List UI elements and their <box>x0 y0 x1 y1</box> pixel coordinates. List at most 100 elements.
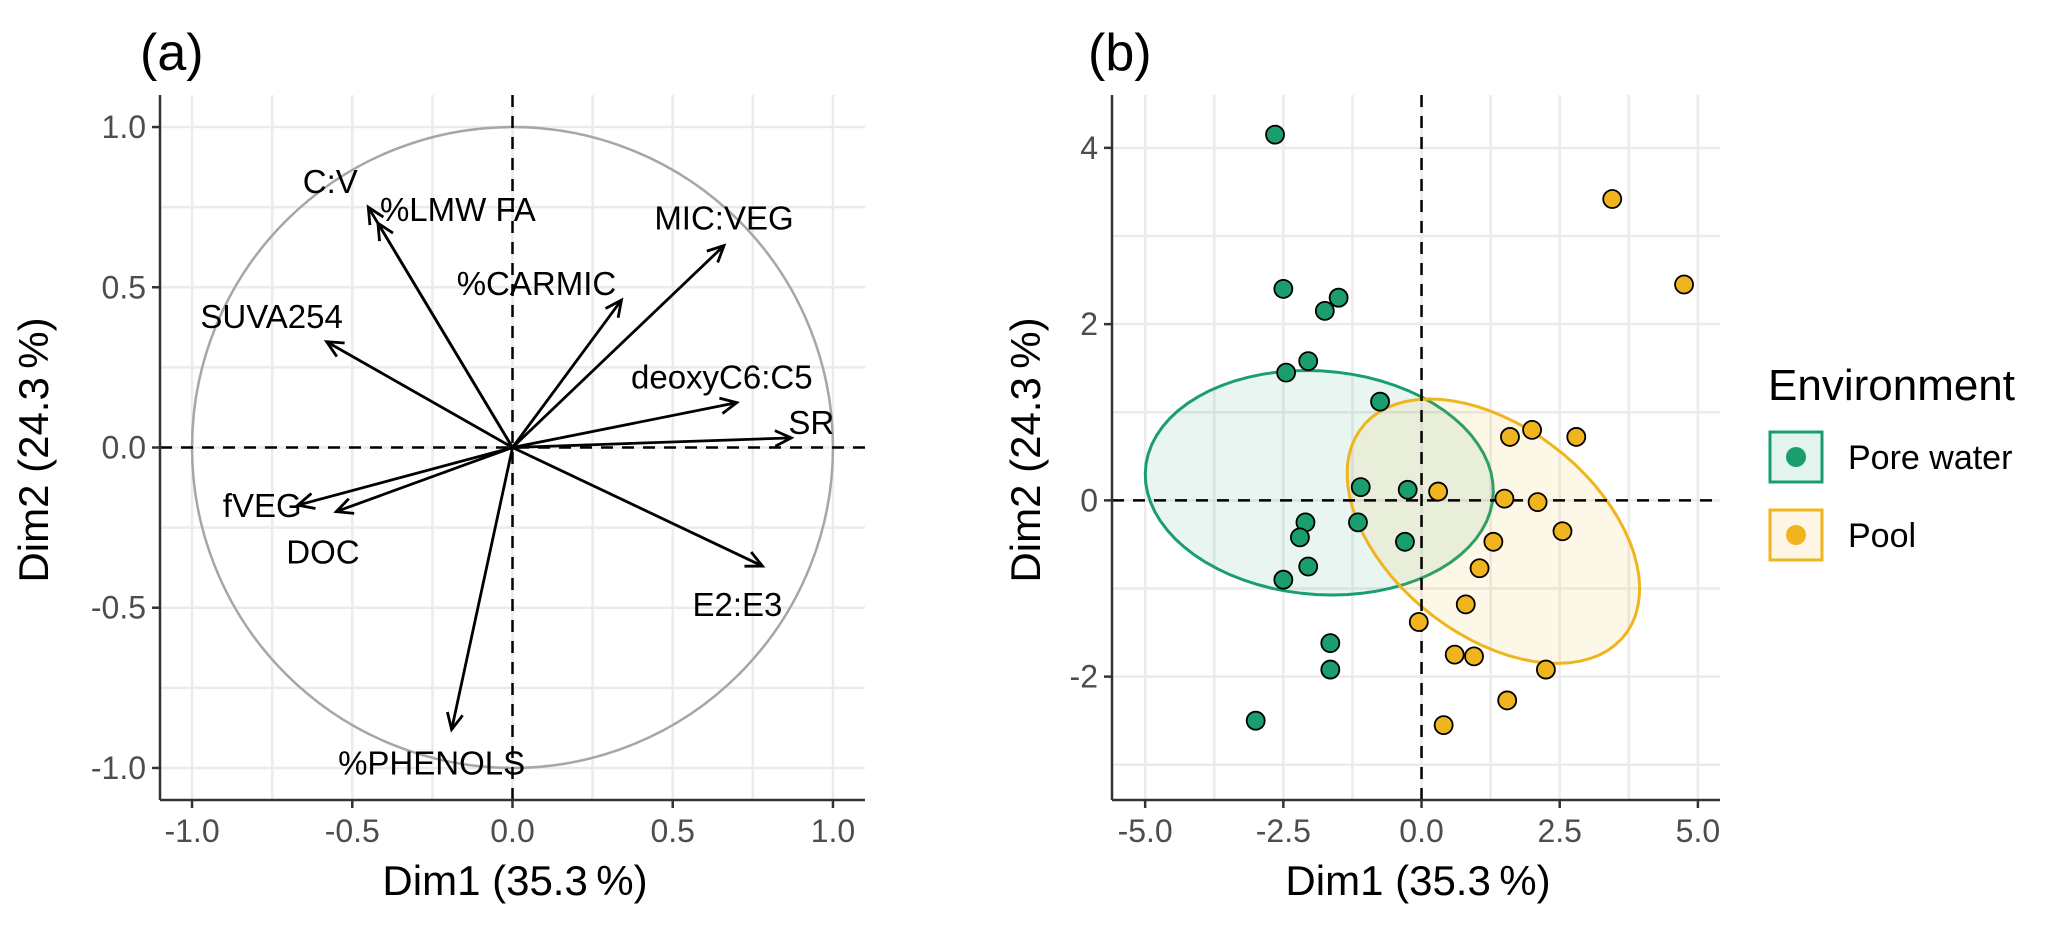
panel-b-confidence-ellipses <box>1143 368 1642 665</box>
x-tick-label: 5.0 <box>1676 813 1720 849</box>
arrow-head <box>604 297 624 319</box>
y-tick-label: -0.5 <box>91 590 146 626</box>
panel-a-axes <box>152 95 865 808</box>
pore-water-point <box>1273 278 1294 299</box>
pool-point <box>1674 274 1694 295</box>
panel-a-x-axis-title: Dim1 (35.3 %) <box>382 857 647 904</box>
variable-label: DOC <box>286 534 359 571</box>
y-tick-label: 2 <box>1080 306 1098 342</box>
panel-b-x-axis-title: Dim1 (35.3 %) <box>1285 857 1550 904</box>
pore-water-point <box>1370 391 1390 412</box>
pore-water-point <box>1350 477 1371 498</box>
pore-water-point <box>1265 124 1285 145</box>
pore-water-point <box>1314 301 1335 321</box>
variable-label: MIC:VEG <box>654 200 793 237</box>
variable-arrow <box>512 401 738 449</box>
pore-water-point <box>1320 633 1341 654</box>
y-tick-label: 0.5 <box>102 269 146 305</box>
variable-label: C:V <box>303 163 358 200</box>
x-tick-label: -2.5 <box>1256 813 1311 849</box>
pool-point <box>1500 427 1520 447</box>
arrow-head <box>366 204 385 226</box>
y-tick-label: -1.0 <box>91 750 146 786</box>
pore-water-point <box>1328 287 1349 308</box>
variable-arrow <box>511 446 764 568</box>
arrow-head <box>774 429 795 448</box>
arrow-head <box>719 396 740 415</box>
panel-a-chart: (a) C:V %LMW FA MIC:VEG %CARMIC SUVA254 deoxy… <box>10 24 865 904</box>
pore-water-point <box>1298 351 1319 372</box>
variable-label: %CARMIC <box>457 265 617 302</box>
y-tick-label: 0 <box>1080 482 1098 518</box>
panel-b-label: (b) <box>1088 24 1152 82</box>
pool-point <box>1566 427 1587 447</box>
pool-point <box>1527 492 1548 513</box>
variable-label: E2:E3 <box>693 586 783 623</box>
variable-arrow <box>512 436 792 449</box>
pool-point <box>1408 612 1429 632</box>
legend: Environment Pore water Pool <box>1768 361 2015 562</box>
arrow-head <box>294 492 316 510</box>
panel-a-y-axis-title: Dim2 (24.3 %) <box>10 317 57 582</box>
variable-arrow <box>376 222 514 449</box>
arrow-head <box>446 711 464 733</box>
panel-b-points <box>1245 124 1694 735</box>
variable-arrow <box>511 244 725 449</box>
variable-arrow <box>297 446 513 507</box>
pore-water-point <box>1276 362 1297 383</box>
arrow-head <box>333 497 355 515</box>
panel-b-tick-labels: -5.0 -2.5 0.0 2.5 5.0 -2 0 2 4 <box>1070 130 1721 849</box>
arrow-head <box>376 220 394 242</box>
pool-point <box>1552 521 1573 542</box>
legend-items: Pore water Pool <box>1768 430 2012 562</box>
pool-point <box>1464 646 1484 667</box>
legend-marker-pore-water <box>1786 447 1806 467</box>
pore-water-point <box>1298 556 1319 577</box>
pore-water-point <box>1245 710 1266 731</box>
panel-b-y-axis-title: Dim2 (24.3 %) <box>1002 317 1049 582</box>
panel-b-chart: (b) -5.0 -2.5 0.0 2.5 5.0 -2 0 2 4 Dim1 (35.3 %)… <box>1002 24 1720 904</box>
y-tick-label: 1.0 <box>102 109 146 145</box>
x-tick-label: 1.0 <box>811 813 855 849</box>
x-tick-label: -5.0 <box>1118 813 1173 849</box>
panel-a-label: (a) <box>140 24 204 82</box>
y-tick-label: 4 <box>1080 130 1098 166</box>
arrow-head <box>323 340 345 358</box>
pool-point <box>1433 715 1454 735</box>
variable-arrow <box>450 447 514 730</box>
legend-label-pore-water: Pore water <box>1848 439 2012 477</box>
legend-title: Environment <box>1768 361 2015 410</box>
variable-arrow <box>325 340 514 449</box>
pool-ellipse <box>1345 397 1642 665</box>
x-tick-label: 0.0 <box>1399 813 1443 849</box>
variable-arrow <box>511 299 623 449</box>
x-tick-label: 0.0 <box>490 813 534 849</box>
legend-label-pool: Pool <box>1848 517 1916 555</box>
y-tick-label: 0.0 <box>102 430 146 466</box>
variable-label: fVEG <box>223 487 302 524</box>
variable-label: %LMW FA <box>380 191 536 228</box>
x-tick-label: 2.5 <box>1537 813 1581 849</box>
pore-water-point <box>1273 569 1294 590</box>
pool-point <box>1522 419 1542 440</box>
pool-point <box>1494 488 1515 509</box>
panel-a-tick-labels: -1.0 -0.5 0.0 0.5 1.0 -1.0 -0.5 0.0 0.5 1.0 <box>91 109 855 849</box>
x-tick-label: -0.5 <box>325 813 380 849</box>
legend-marker-pool <box>1786 525 1806 545</box>
variable-label: %PHENOLS <box>338 745 525 782</box>
panel-b-axes <box>1104 95 1720 808</box>
variable-label: deoxyC6:C5 <box>631 359 813 396</box>
pore-water-point <box>1397 479 1418 500</box>
pool-point <box>1444 644 1465 665</box>
arrow-head <box>744 551 766 568</box>
y-tick-label: -2 <box>1070 659 1098 695</box>
panel-b-zero-lines <box>1112 95 1720 800</box>
pore-water-point <box>1320 659 1341 680</box>
panel-b-gridlines <box>1112 95 1720 800</box>
pool-point <box>1469 558 1490 579</box>
pool-point <box>1535 659 1556 680</box>
variable-arrow <box>335 446 513 513</box>
pool-point <box>1497 690 1518 711</box>
arrow-head <box>706 243 727 263</box>
